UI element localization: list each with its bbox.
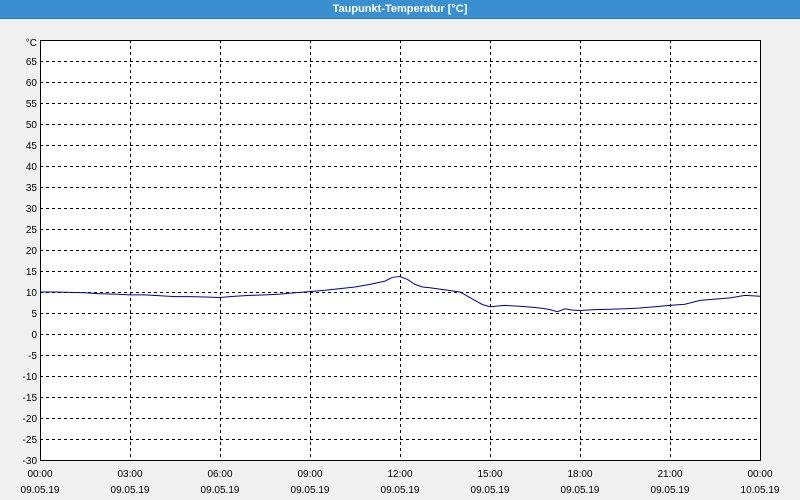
y-tick-label: 65 — [26, 57, 38, 68]
x-tick-date-label: 10.05.19 — [741, 485, 780, 496]
y-tick-label: 0 — [31, 330, 37, 341]
y-tick-label: 30 — [26, 204, 38, 215]
data-series-line — [40, 275, 761, 313]
x-tick-date-label: 09.05.19 — [21, 485, 60, 496]
x-tick-time-label: 03:00 — [117, 469, 142, 480]
y-tick-label: -25 — [23, 435, 38, 446]
x-tick-time-label: 00:00 — [747, 469, 772, 480]
y-tick-label: 50 — [26, 120, 38, 131]
y-tick-label: 25 — [26, 225, 38, 236]
x-tick-time-label: 06:00 — [207, 469, 232, 480]
x-tick-time-label: 12:00 — [387, 469, 412, 480]
y-tick-label: 15 — [26, 267, 38, 278]
y-axis-label: °C — [26, 38, 37, 49]
y-tick-label: -20 — [23, 414, 38, 425]
y-tick-label: -5 — [28, 351, 37, 362]
x-tick-date-label: 09.05.19 — [381, 485, 420, 496]
y-tick-label: -30 — [23, 456, 38, 467]
x-tick-date-label: 09.05.19 — [291, 485, 330, 496]
x-tick-date-label: 09.05.19 — [471, 485, 510, 496]
y-tick-label: -15 — [23, 393, 38, 404]
x-tick-date-label: 09.05.19 — [651, 485, 690, 496]
x-tick-time-label: 00:00 — [27, 469, 52, 480]
x-tick-time-label: 09:00 — [297, 469, 322, 480]
x-tick-time-label: 15:00 — [477, 469, 502, 480]
x-tick-time-label: 18:00 — [567, 469, 592, 480]
y-tick-label: 40 — [26, 162, 38, 173]
x-tick-date-label: 09.05.19 — [111, 485, 150, 496]
x-tick-date-label: 09.05.19 — [561, 485, 600, 496]
y-tick-label: 5 — [31, 309, 37, 320]
chart-title: Taupunkt-Temperatur [°C] — [0, 0, 800, 19]
y-tick-label: 20 — [26, 246, 38, 257]
y-tick-label: -10 — [23, 372, 38, 383]
y-tick-label: 60 — [26, 78, 38, 89]
plot-border — [40, 40, 761, 461]
y-tick-label: 10 — [26, 288, 38, 299]
y-tick-label: 55 — [26, 99, 38, 110]
x-tick-time-label: 21:00 — [657, 469, 682, 480]
x-tick-date-label: 09.05.19 — [201, 485, 240, 496]
y-tick-label: 35 — [26, 183, 38, 194]
y-tick-label: 45 — [26, 141, 38, 152]
